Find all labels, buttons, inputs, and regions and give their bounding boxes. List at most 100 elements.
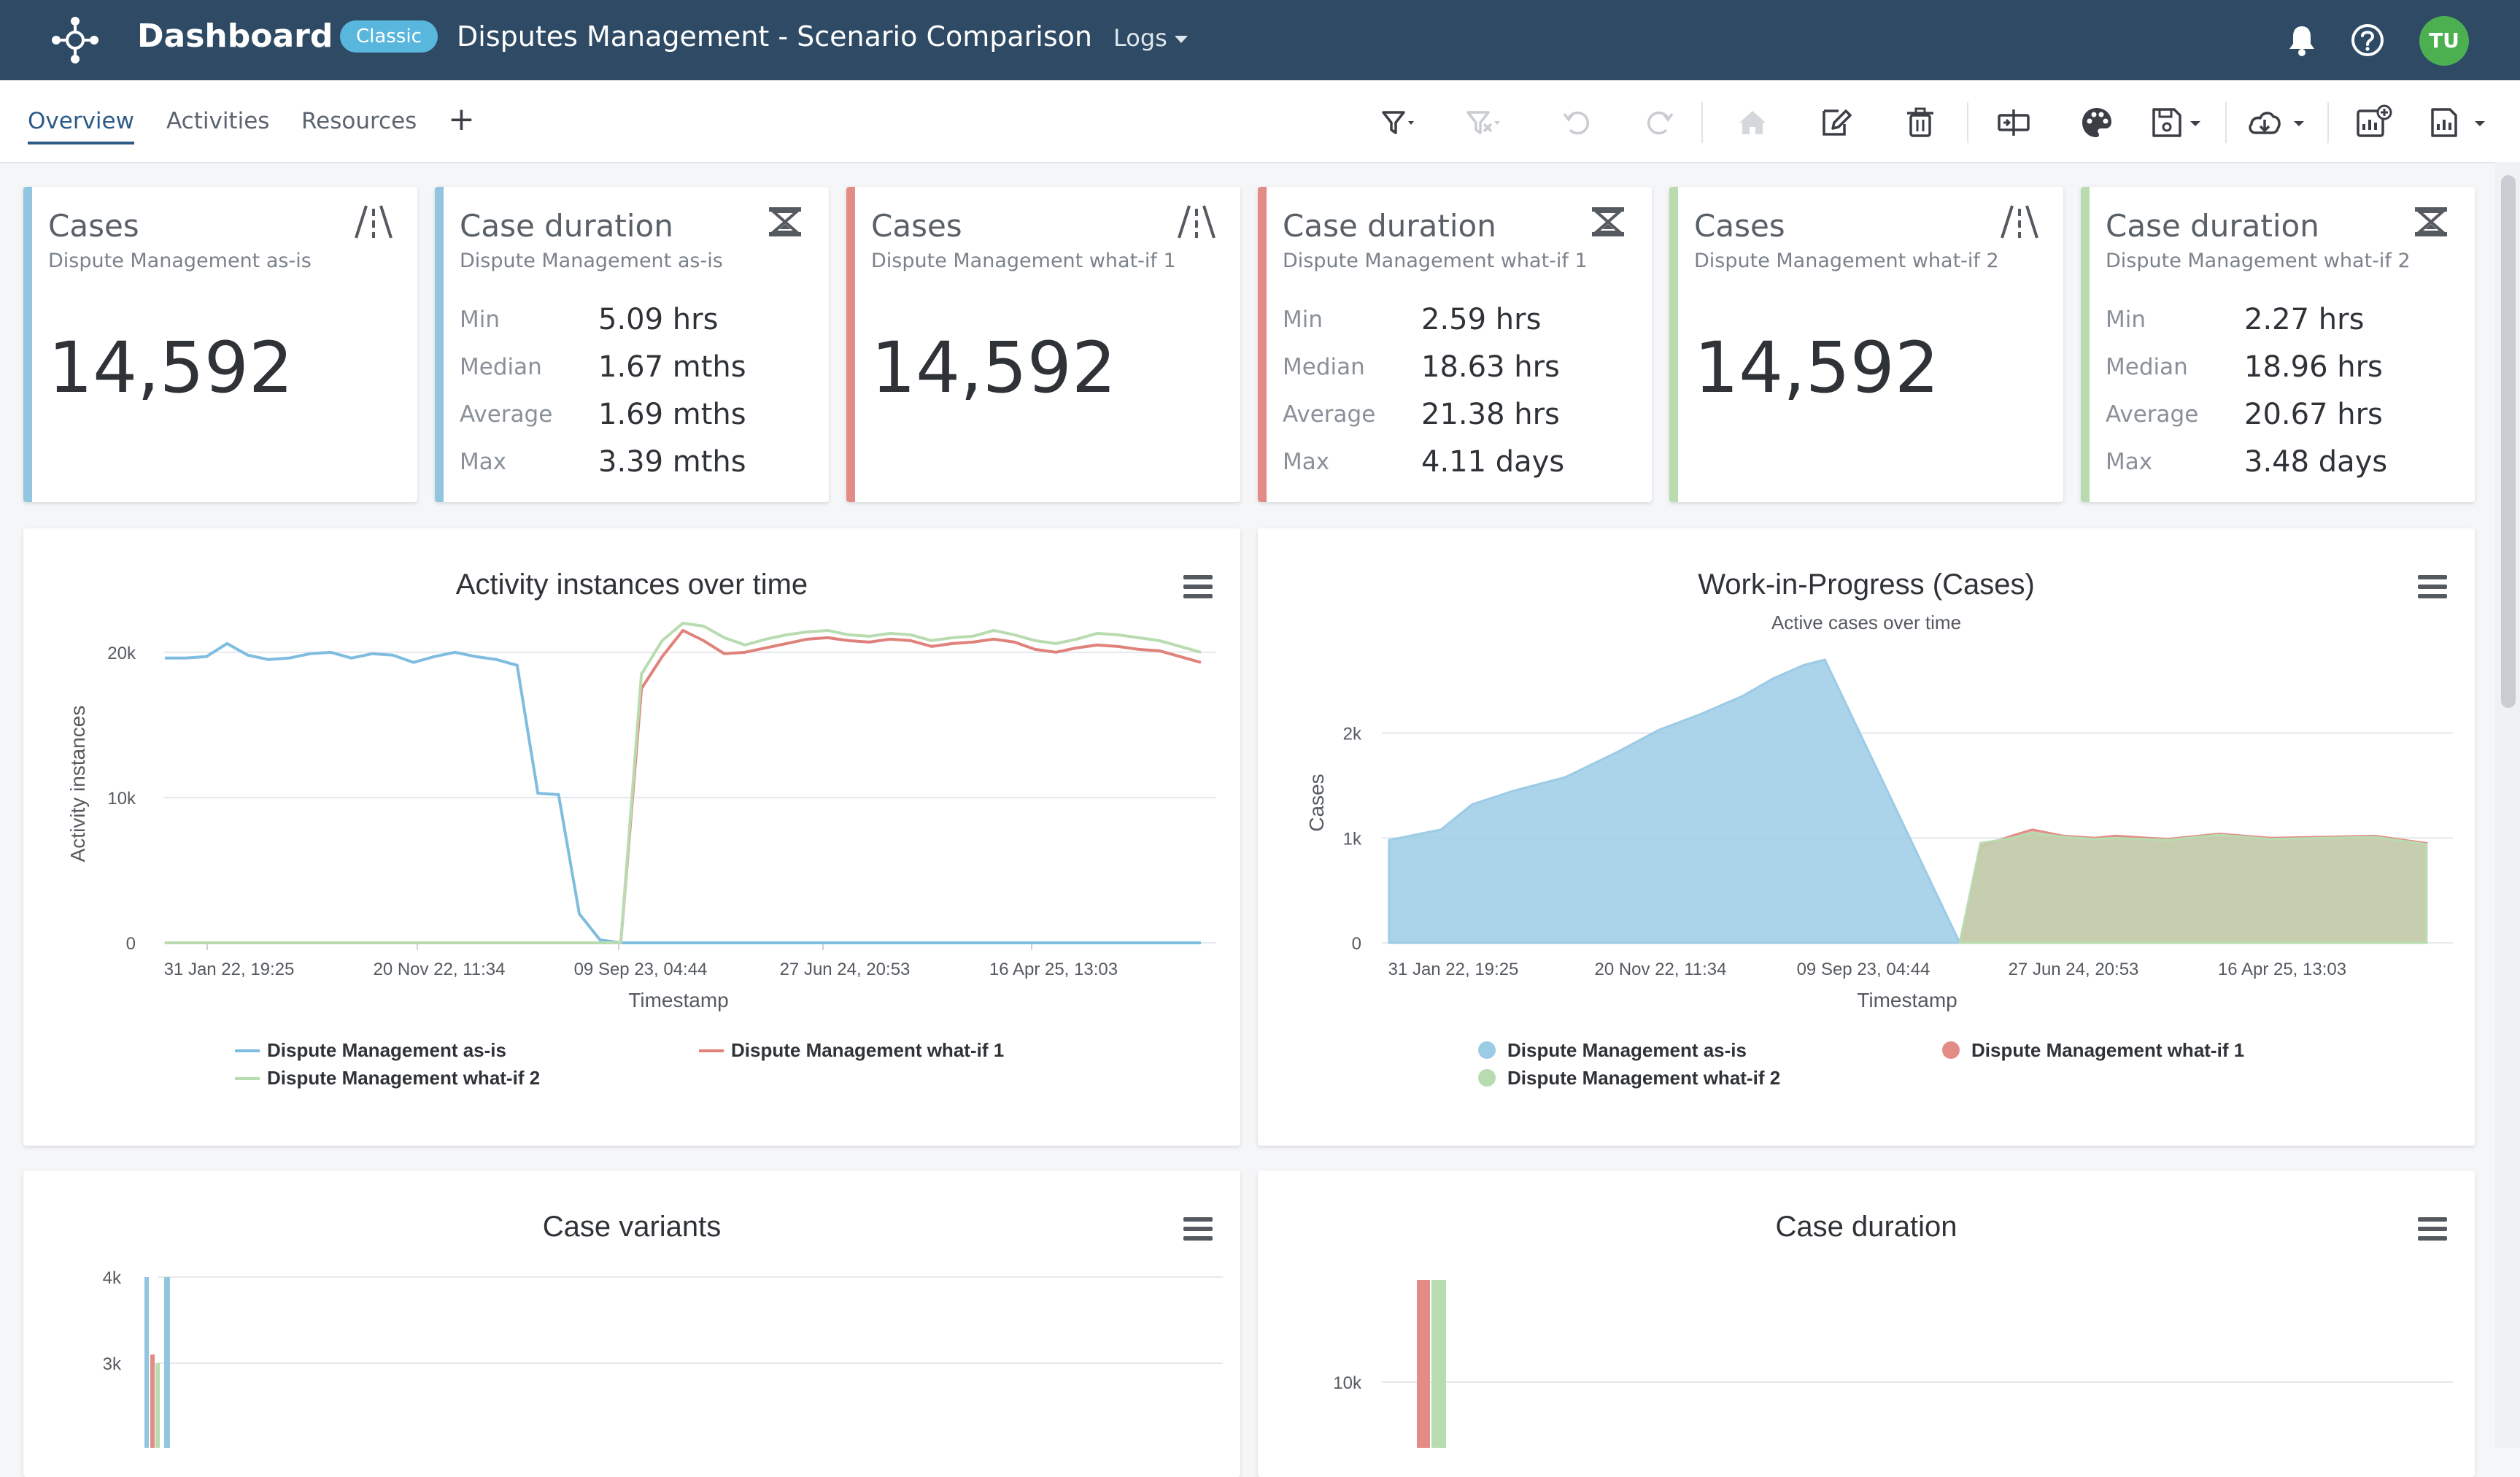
activity-instances-chart: Activity instances over time 0 10k 20k 31 Ja… (66, 568, 1215, 1089)
stat-value-min: 2.27 hrs (2244, 303, 2365, 336)
chart-menu-icon[interactable] (2418, 575, 2447, 598)
stat-label-min: Min (2106, 306, 2146, 333)
x-tick-label: 16 Apr 25, 13:03 (2218, 960, 2346, 979)
classic-badge: Classic (340, 20, 438, 53)
x-tick-label: 31 Jan 22, 19:25 (164, 960, 295, 979)
edit-icon[interactable] (1815, 102, 1856, 143)
tab-resources[interactable]: Resources (301, 108, 417, 134)
stat-label-median: Median (2106, 354, 2188, 380)
card-subtitle: Dispute Management what-if 1 (1283, 250, 1588, 272)
redo-icon[interactable] (1639, 102, 1680, 143)
chart-title: Work-in-Progress (Cases) (1698, 568, 2035, 601)
x-tick-label: 20 Nov 22, 11:34 (373, 960, 505, 979)
delete-icon[interactable] (1900, 102, 1941, 143)
x-tick-label: 31 Jan 22, 19:25 (1388, 960, 1519, 979)
case-duration-card[interactable]: Case duration Dispute Management what-if … (2081, 187, 2475, 502)
cases-card[interactable]: Cases Dispute Management what-if 1 14,592 (846, 187, 1240, 502)
user-avatar[interactable]: TU (2419, 16, 2469, 66)
cases-card[interactable]: Cases Dispute Management what-if 2 14,592 (1669, 187, 2063, 502)
y-tick-label: 0 (1352, 934, 1361, 954)
card-title: Case duration (2106, 208, 2319, 244)
case-duration-card[interactable]: Case duration Dispute Management what-if … (1258, 187, 1652, 502)
road-icon (1178, 205, 1215, 239)
save-menu-chevron-icon[interactable] (2184, 102, 2206, 143)
legend-swatch (1478, 1069, 1496, 1087)
y-tick-label: 0 (126, 934, 136, 954)
filter-icon[interactable] (1377, 102, 1418, 143)
logs-dropdown[interactable]: Logs (1113, 20, 1188, 55)
x-tick-label: 27 Jun 24, 20:53 (780, 960, 911, 979)
x-tick-label: 27 Jun 24, 20:53 (2009, 960, 2139, 979)
download-menu-chevron-icon[interactable] (2288, 102, 2310, 143)
case-duration-card[interactable]: Case duration Dispute Management as-is Min… (435, 187, 829, 502)
cloud-download-icon[interactable] (2244, 102, 2285, 143)
bar (1431, 1280, 1446, 1448)
case-duration-chart: Case duration 10k (1333, 1211, 2453, 1448)
hourglass-icon (1592, 207, 1624, 236)
help-icon[interactable] (2351, 23, 2384, 57)
stat-value-median: 18.96 hrs (2244, 350, 2383, 384)
case-variants-panel: Case variants 3k 4k (23, 1171, 1240, 1477)
card-color-bar (1669, 187, 1678, 502)
stat-value-median: 18.63 hrs (1421, 350, 1560, 384)
stat-label-average: Average (460, 401, 553, 428)
x-tick-label: 09 Sep 23, 04:44 (1797, 960, 1930, 979)
save-icon[interactable] (2146, 102, 2187, 143)
chart-subtitle: Active cases over time (1771, 612, 1961, 633)
stat-value-average: 20.67 hrs (2244, 398, 2383, 431)
series-line-2 (165, 628, 1202, 944)
app-title[interactable]: Dashboard (137, 18, 333, 55)
card-subtitle: Dispute Management as-is (460, 250, 723, 272)
export-menu-chevron-icon[interactable] (2469, 102, 2491, 143)
export-icon[interactable] (2425, 102, 2466, 143)
x-tick-label: 16 Apr 25, 13:03 (989, 960, 1118, 979)
card-color-bar (1258, 187, 1267, 502)
cases-count: 14,592 (48, 327, 293, 409)
case-variants-chart: Case variants 3k 4k (103, 1211, 1223, 1448)
palette-icon[interactable] (2076, 102, 2117, 143)
app-logo-icon[interactable] (47, 15, 104, 66)
x-axis-label: Timestamp (1857, 989, 1957, 1011)
undo-icon[interactable] (1557, 102, 1598, 143)
tab-overview[interactable]: Overview (28, 105, 134, 144)
chart-title: Activity instances over time (456, 568, 808, 601)
activity-instances-panel: Activity instances over time 0 10k 20k 31 Ja… (23, 528, 1240, 1146)
clear-filter-icon[interactable] (1462, 102, 1503, 143)
stat-label-min: Min (460, 306, 500, 333)
cases-count: 14,592 (1694, 327, 1939, 409)
y-tick-label: 1k (1343, 829, 1362, 849)
wip-panel: Work-in-Progress (Cases) Active cases ove… (1258, 528, 2475, 1146)
bell-icon[interactable] (2287, 23, 2317, 57)
stat-label-max: Max (1283, 449, 1330, 475)
y-tick-label: 10k (1333, 1373, 1362, 1393)
case-duration-panel: Case duration 10k (1258, 1171, 2475, 1477)
chart-menu-icon[interactable] (1183, 575, 1213, 598)
home-icon[interactable] (1732, 102, 1773, 143)
cases-card[interactable]: Cases Dispute Management as-is 14,592 (23, 187, 417, 502)
y-tick-label: 4k (103, 1268, 122, 1288)
card-title: Cases (48, 208, 139, 244)
add-chart-icon[interactable] (2352, 102, 2393, 143)
card-subtitle: Dispute Management what-if 2 (2106, 250, 2411, 272)
toolbar-divider (1701, 102, 1703, 143)
add-tab-button[interactable]: + (448, 101, 475, 138)
scrollbar-thumb[interactable] (2501, 175, 2516, 708)
y-tick-label: 20k (107, 644, 136, 663)
stat-label-min: Min (1283, 306, 1323, 333)
tab-activities[interactable]: Activities (166, 108, 270, 134)
chart-menu-icon[interactable] (1183, 1217, 1213, 1241)
chart-menu-icon[interactable] (2418, 1217, 2447, 1241)
legend-swatch (1478, 1041, 1496, 1059)
bar (1417, 1280, 1430, 1448)
stat-value-median: 1.67 mths (598, 350, 746, 384)
compare-icon[interactable] (1993, 102, 2034, 143)
stat-value-max: 4.11 days (1421, 445, 1565, 479)
stat-label-median: Median (460, 354, 542, 380)
card-title: Case duration (1283, 208, 1496, 244)
stat-value-min: 5.09 hrs (598, 303, 719, 336)
top-bar: Dashboard Classic Disputes Management - … (0, 0, 2520, 80)
bar (144, 1277, 149, 1448)
stat-value-min: 2.59 hrs (1421, 303, 1542, 336)
series-line-3 (165, 622, 1202, 944)
stat-label-median: Median (1283, 354, 1365, 380)
